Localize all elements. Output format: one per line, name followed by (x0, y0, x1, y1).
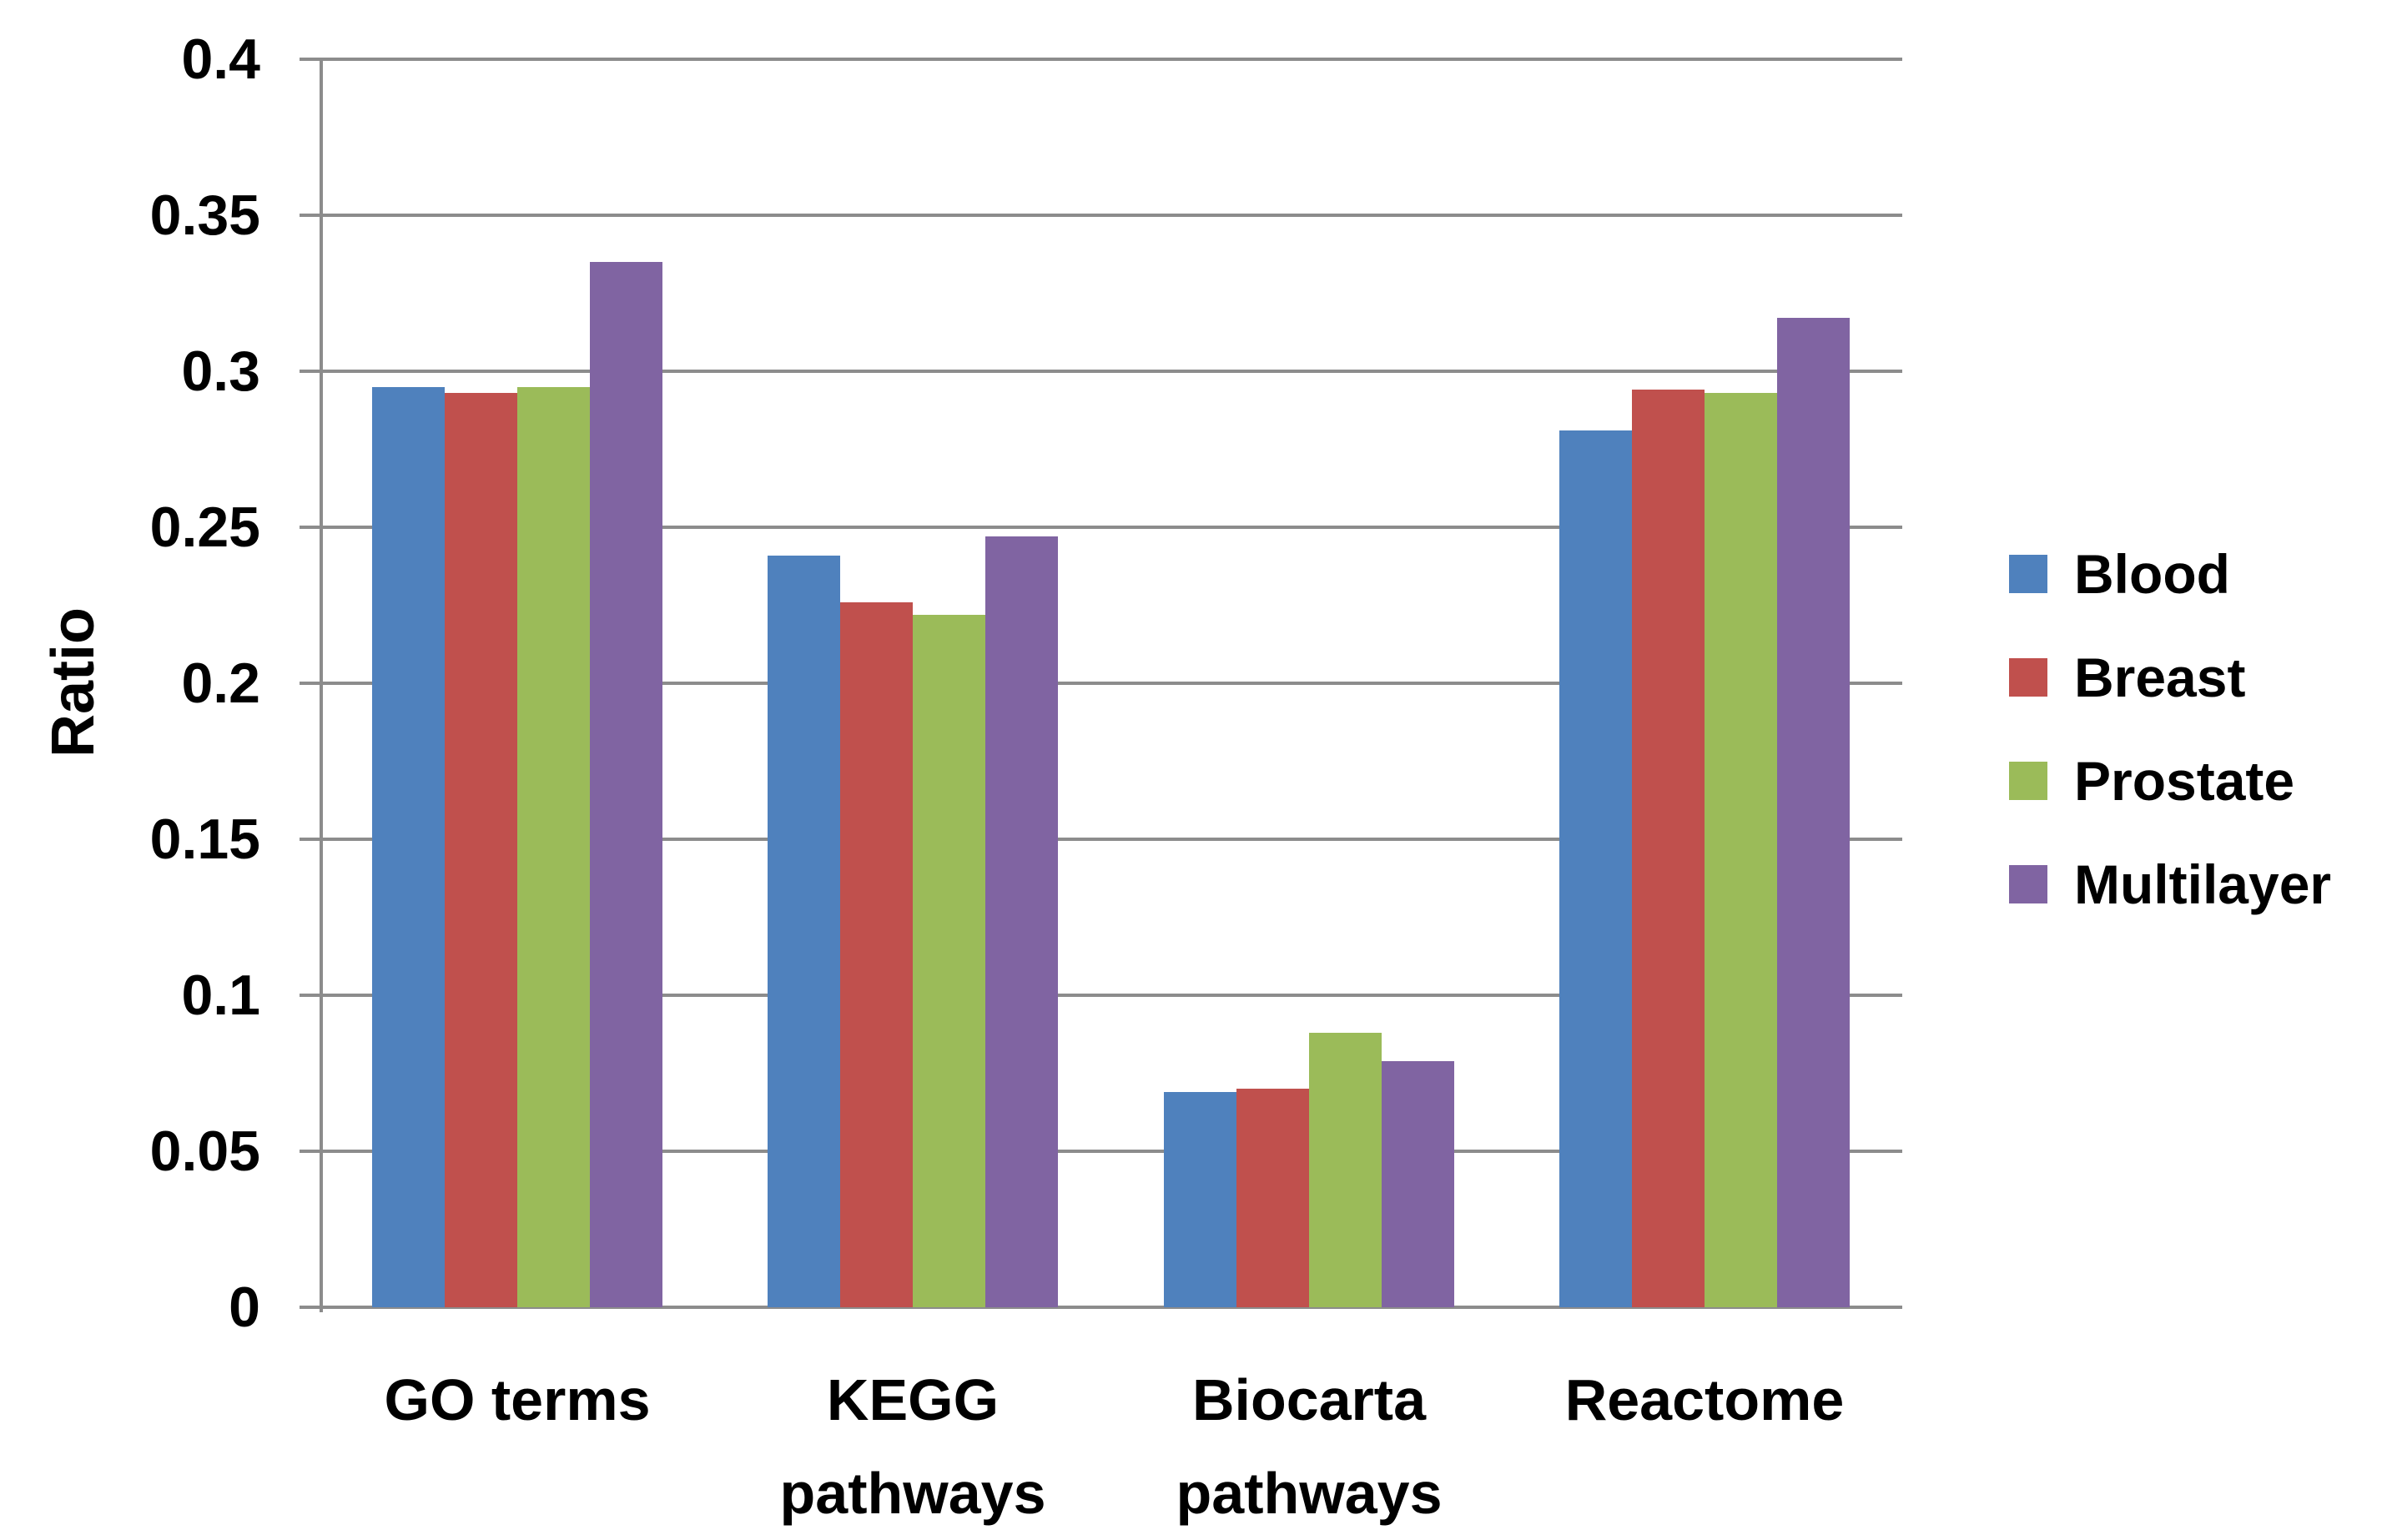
bar-blood-4 (1559, 430, 1632, 1307)
category-label: GO terms (259, 1353, 776, 1447)
category-label-line: GO terms (384, 1367, 651, 1432)
bar-multilayer-4 (1777, 318, 1850, 1307)
bar-breast-3 (1236, 1089, 1309, 1307)
y-tick-label: 0.35 (149, 184, 260, 247)
bar-prostate-4 (1705, 393, 1777, 1307)
legend-swatch (2009, 865, 2047, 903)
y-tick-mark (300, 994, 321, 997)
y-tick-label: 0.05 (149, 1120, 260, 1183)
bar-breast-4 (1632, 390, 1705, 1307)
y-tick-mark (300, 1150, 321, 1153)
y-tick-mark (300, 838, 321, 841)
bar-prostate-3 (1309, 1033, 1382, 1307)
y-tick-label: 0.2 (181, 652, 260, 715)
bar-prostate-2 (913, 615, 985, 1307)
legend-swatch (2009, 555, 2047, 593)
bar-blood-1 (372, 387, 445, 1307)
category-label-line: Reactome (1564, 1367, 1845, 1432)
y-tick-label: 0.4 (181, 28, 260, 91)
gridline (320, 526, 1902, 529)
gridline (320, 1306, 1902, 1309)
gridline (320, 682, 1902, 685)
legend-label: Blood (2074, 543, 2230, 605)
gridline (320, 994, 1902, 997)
bar-blood-3 (1164, 1092, 1236, 1307)
y-tick-mark (300, 526, 321, 529)
bar-prostate-1 (517, 387, 590, 1307)
legend-label: Breast (2074, 647, 2246, 708)
y-tick-label: 0.3 (181, 340, 260, 403)
bar-multilayer-2 (985, 536, 1058, 1307)
y-axis-line (320, 58, 323, 1312)
category-label: KEGG pathways (654, 1353, 1171, 1540)
gridline (320, 1150, 1902, 1153)
category-label-line: pathways (1176, 1461, 1443, 1526)
y-tick-mark (300, 58, 321, 61)
category-label: Biocarta pathways (1050, 1353, 1568, 1540)
y-tick-mark (300, 370, 321, 373)
y-tick-label: 0 (229, 1276, 260, 1339)
bar-blood-2 (768, 556, 840, 1307)
y-tick-label: 0.1 (181, 964, 260, 1027)
category-label-line: pathways (779, 1461, 1046, 1526)
gridline (320, 214, 1902, 217)
gridline (320, 838, 1902, 841)
category-label-line: KEGG (826, 1367, 1000, 1432)
y-tick-mark (300, 1306, 321, 1309)
y-tick-mark (300, 214, 321, 217)
bar-breast-2 (840, 602, 913, 1307)
category-label: Reactome (1446, 1353, 1963, 1447)
legend-swatch (2009, 658, 2047, 697)
legend-label: Multilayer (2074, 853, 2332, 915)
y-tick-mark (300, 682, 321, 685)
bar-multilayer-3 (1382, 1061, 1454, 1307)
bar-breast-1 (445, 393, 517, 1307)
category-label-line: Biocarta (1191, 1367, 1427, 1432)
legend-swatch (2009, 762, 2047, 800)
gridline (320, 58, 1902, 61)
gridline (320, 370, 1902, 373)
legend-label: Prostate (2074, 750, 2295, 812)
y-tick-label: 0.25 (149, 496, 260, 559)
bar-multilayer-1 (590, 262, 662, 1307)
y-tick-label: 0.15 (149, 808, 260, 871)
